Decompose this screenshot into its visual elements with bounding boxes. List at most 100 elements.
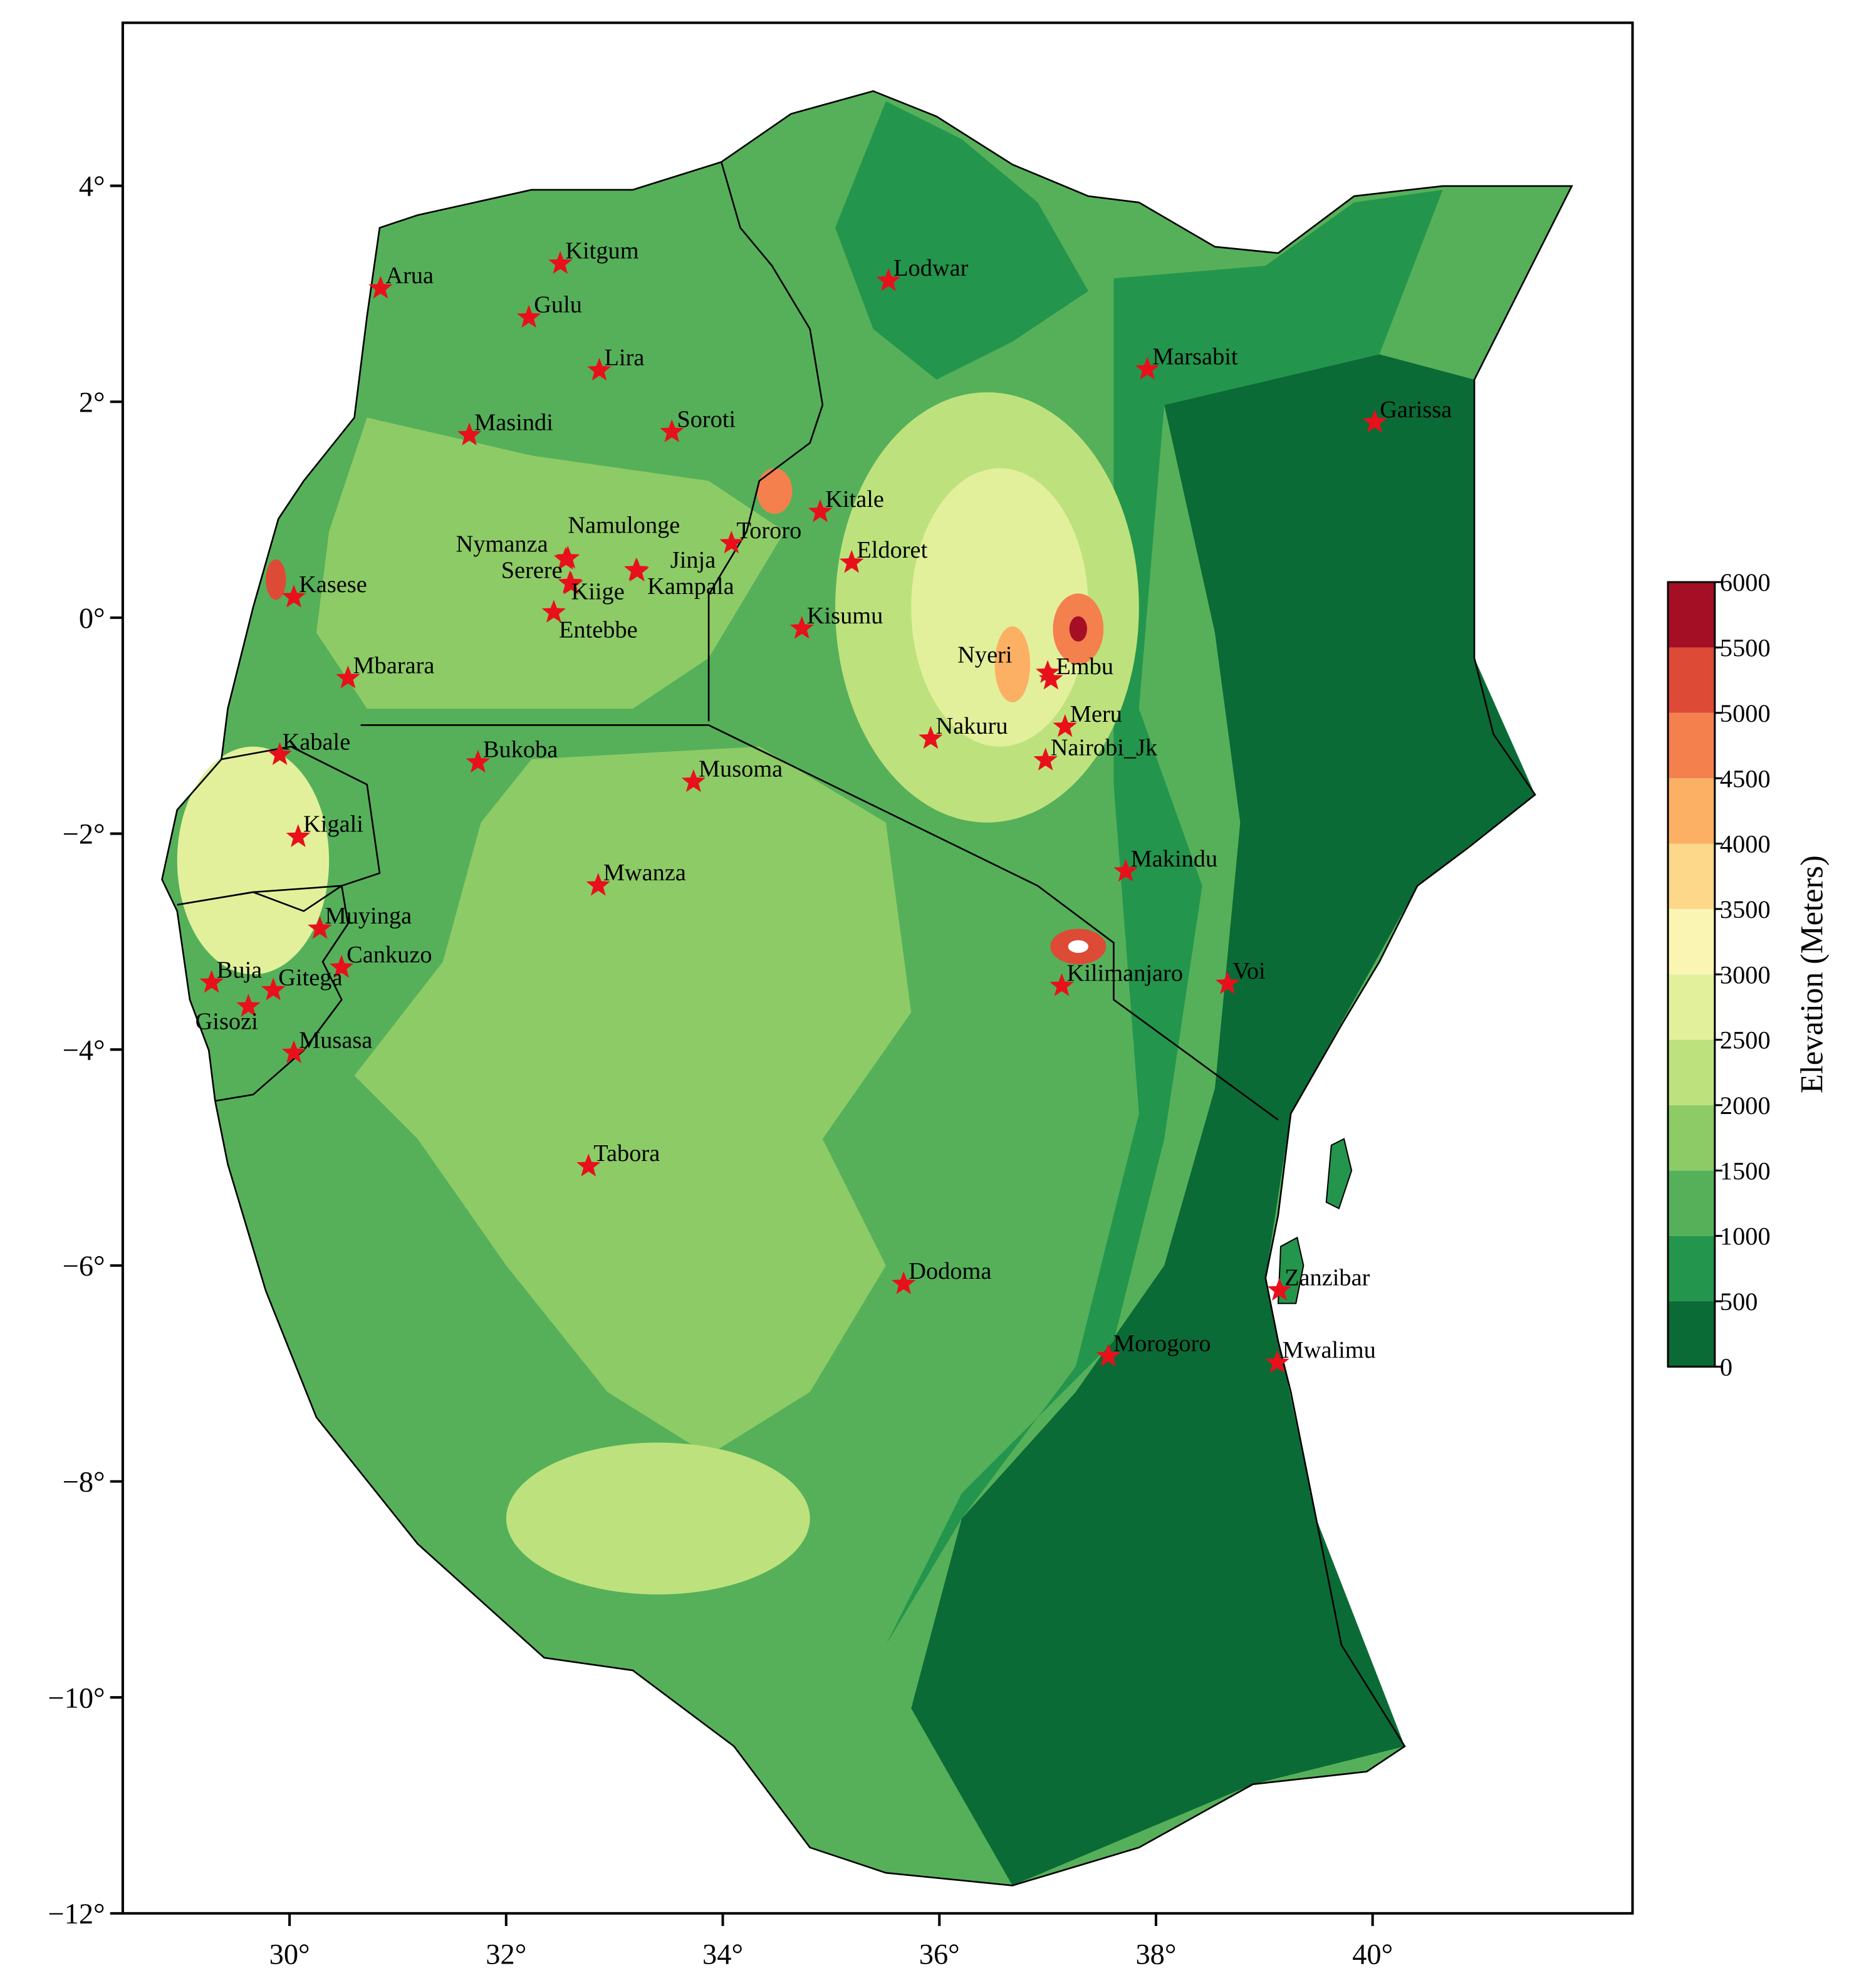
y-tick-label: −12° [48, 1898, 105, 1930]
city-label: Mwalimu [1283, 1337, 1376, 1363]
city-marker [587, 357, 612, 381]
x-tick-label: 36° [919, 1939, 960, 1971]
colorbar-band [1668, 974, 1715, 1040]
y-tick-label: −4° [63, 1034, 105, 1066]
city-marker [541, 600, 566, 623]
colorbar-tick-label: 5000 [1720, 699, 1771, 727]
colorbar-band [1668, 1039, 1715, 1105]
x-tick-label: 32° [486, 1939, 526, 1971]
kilimanjaro-peak [1068, 940, 1089, 953]
aberdares [994, 626, 1031, 702]
colorbar-band [1668, 712, 1715, 779]
city-label: Mbarara [353, 652, 435, 679]
city-label: Embu [1056, 653, 1113, 680]
city-label: Meru [1070, 701, 1122, 727]
city-marker [368, 276, 393, 299]
city-label: Marsabit [1152, 343, 1238, 370]
city-marker [876, 268, 901, 291]
y-tick-label: −2° [63, 819, 105, 851]
city-marker [719, 530, 744, 554]
city-label: Kigali [303, 811, 363, 838]
city-label: Kiige [571, 579, 625, 605]
city-marker [1135, 356, 1160, 380]
colorbar-band [1668, 778, 1715, 844]
uganda-plain [316, 417, 785, 709]
city-marker [839, 549, 864, 573]
colorbar-tick-label: 6000 [1720, 568, 1771, 596]
city-marker [891, 1271, 916, 1294]
city-label: Zanzibar [1284, 1264, 1370, 1291]
colorbar-tick-label: 1500 [1720, 1157, 1771, 1185]
city-marker [789, 616, 814, 639]
city-marker [681, 769, 706, 793]
y-tick-label: 4° [79, 171, 105, 203]
city-label: Kilimanjaro [1067, 960, 1183, 986]
city-marker [576, 1153, 601, 1177]
city-marker [329, 955, 354, 978]
axes-frame [121, 21, 1634, 1915]
city-label: Namulonge [568, 513, 680, 539]
y-tick-label: 0° [79, 603, 105, 635]
burundi-border [177, 885, 349, 1102]
city-label: Nairobi_Jk [1051, 734, 1158, 761]
city-marker [457, 422, 482, 445]
city-label: Entebbe [559, 617, 638, 643]
colorbar-band [1668, 1236, 1715, 1301]
lowland-east [911, 354, 1536, 1886]
colorbar-tick-label: 2500 [1720, 1026, 1771, 1054]
colorbar-tick-label: 3000 [1720, 960, 1771, 989]
city-label: Kasese [299, 571, 367, 598]
lake-victoria-border [360, 724, 1279, 1121]
colorbar-band [1668, 908, 1715, 975]
city-marker [808, 499, 833, 523]
city-marker [1033, 747, 1058, 771]
city-label: Makindu [1131, 846, 1218, 872]
city-marker [199, 970, 224, 993]
city-label: Kitgum [565, 238, 638, 264]
city-label: Arua [385, 263, 434, 289]
city-label: Dodoma [909, 1258, 991, 1284]
city-label: Mwanza [603, 860, 686, 886]
city-marker [281, 584, 306, 608]
colorbar-band [1668, 1170, 1715, 1236]
colorbar-band [1668, 843, 1715, 909]
y-tick-label: 2° [79, 387, 105, 419]
colorbar-band [1668, 647, 1715, 713]
city-label: Voi [1232, 958, 1266, 984]
city-marker [336, 665, 360, 689]
city-marker [1049, 973, 1074, 996]
city-marker [466, 749, 491, 773]
mount-elgon [756, 468, 793, 514]
city-marker [261, 977, 286, 1001]
colorbar-tick-label: 500 [1720, 1288, 1758, 1316]
pemba [1325, 1138, 1353, 1210]
terrain [162, 91, 1572, 1886]
city-label: Soroti [677, 406, 736, 432]
city-marker [919, 726, 943, 749]
city-marker [1265, 1350, 1289, 1373]
city-label: Muyinga [325, 903, 412, 929]
colorbar-tick-label: 5500 [1720, 634, 1771, 662]
city-marker [516, 304, 541, 328]
city-label: Garissa [1380, 397, 1452, 423]
y-tick-label: −8° [63, 1467, 105, 1499]
city-marker [1036, 660, 1060, 684]
city-label: Morogoro [1113, 1331, 1211, 1357]
rwanda-highlands [177, 746, 330, 975]
rwanda-burundi-border [177, 746, 381, 912]
lowland-north [835, 101, 1089, 380]
mount-kenya-peak [1069, 616, 1088, 642]
city-label: Gisozi [195, 1009, 258, 1035]
x-tick-label: 40° [1352, 1939, 1393, 1971]
lowland-coast [885, 189, 1443, 1645]
city-label: Musasa [299, 1027, 372, 1053]
city-label: Nymanza [456, 531, 548, 558]
x-tick-label: 34° [702, 1939, 743, 1971]
y-tick-label: −6° [63, 1251, 105, 1283]
colorbar-tick-label: 4000 [1720, 830, 1771, 858]
city-label: Cankuzo [346, 942, 432, 968]
city-label: Lira [605, 345, 645, 371]
city-marker [625, 558, 650, 582]
